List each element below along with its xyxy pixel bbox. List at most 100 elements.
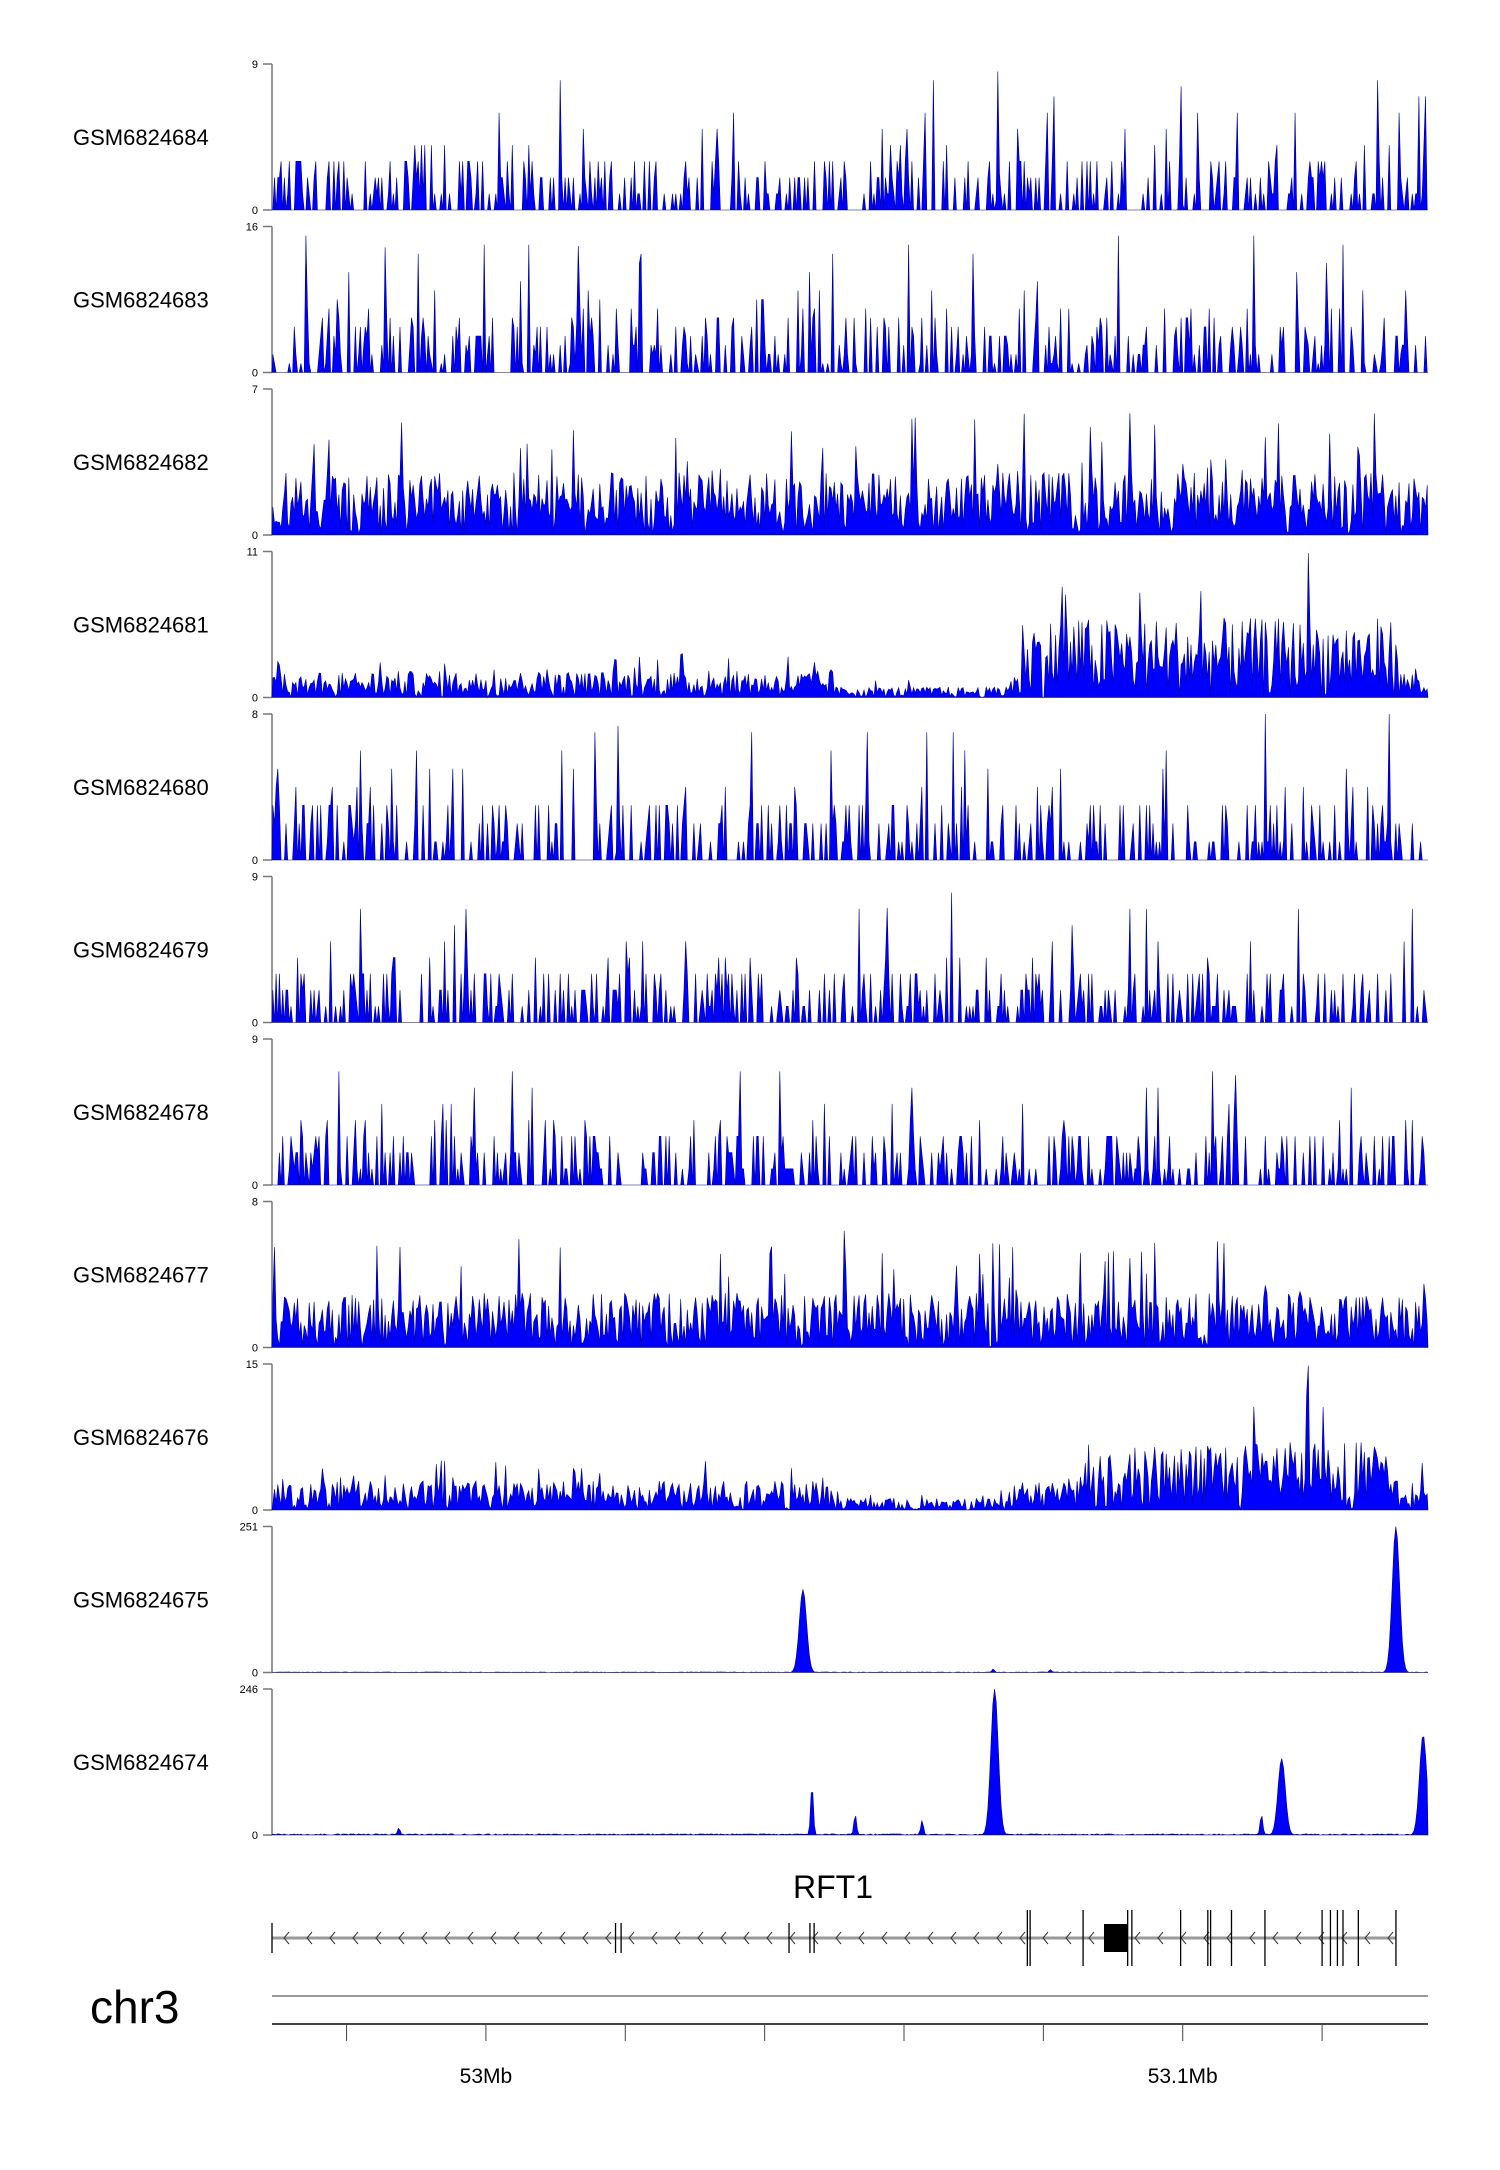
gene-model-RFT1 (271, 1910, 1397, 1966)
track-GSM6824678 (263, 1038, 1428, 1186)
track-label: GSM6824679 (73, 938, 209, 963)
signal-area-GSM6824674 (271, 1688, 1429, 1836)
chromosome-label: chr3 (90, 1981, 179, 2033)
y-tick-label-min: 0 (252, 368, 258, 380)
strand-arrow (720, 1931, 727, 1945)
strand-arrow (605, 1931, 612, 1945)
strand-arrow (996, 1931, 1003, 1945)
strand-arrow (467, 1931, 474, 1945)
strand-arrow (743, 1931, 750, 1945)
y-tick-label-min: 0 (252, 693, 258, 705)
track-label: GSM6824676 (73, 1425, 209, 1450)
signal-area-GSM6824675 (271, 1526, 1429, 1673)
track-GSM6824679 (263, 875, 1428, 1024)
strand-arrow (1249, 1931, 1256, 1945)
track-GSM6824682 (263, 388, 1429, 536)
track-GSM6824680 (263, 713, 1428, 861)
y-tick-label-min: 0 (252, 1505, 258, 1517)
strand-arrow (973, 1931, 980, 1945)
strand-arrow (421, 1931, 428, 1945)
signal-area-GSM6824680 (271, 713, 1428, 861)
strand-arrow (1019, 1931, 1026, 1945)
strand-arrow (651, 1931, 658, 1945)
track-label: GSM6824674 (73, 1750, 209, 1775)
strand-arrow (329, 1931, 336, 1945)
signal-area-GSM6824679 (271, 892, 1428, 1023)
strand-arrow (1042, 1931, 1049, 1945)
y-tick-label-max: 9 (252, 59, 258, 71)
strand-arrow (444, 1931, 451, 1945)
track-label: GSM6824683 (73, 288, 209, 313)
strand-arrow (306, 1931, 313, 1945)
y-tick-label-min: 0 (252, 1668, 258, 1680)
strand-arrow (536, 1931, 543, 1945)
strand-arrow (927, 1931, 934, 1945)
strand-arrow (582, 1931, 589, 1945)
strand-arrow (1387, 1931, 1394, 1945)
track-label: GSM6824677 (73, 1263, 209, 1288)
y-tick-label-max: 8 (252, 709, 258, 721)
signal-area-GSM6824683 (271, 235, 1428, 373)
y-tick-label-min: 0 (252, 1343, 258, 1355)
track-label: GSM6824680 (73, 775, 209, 800)
strand-arrow (789, 1931, 796, 1945)
strand-arrow (1088, 1931, 1095, 1945)
track-label: GSM6824681 (73, 613, 209, 638)
track-label: GSM6824678 (73, 1100, 209, 1125)
strand-arrow (812, 1931, 819, 1945)
y-tick-label-max: 11 (247, 547, 258, 559)
y-tick-label-max: 8 (252, 1197, 258, 1209)
y-tick-label-min: 0 (252, 1180, 258, 1192)
y-tick-label-max: 9 (252, 872, 258, 884)
track-GSM6824675 (263, 1525, 1429, 1674)
signal-area-GSM6824682 (271, 413, 1429, 536)
track-GSM6824684 (263, 63, 1428, 211)
x-tick-label: 53Mb (460, 2065, 513, 2088)
signal-area-GSM6824676 (271, 1365, 1429, 1511)
track-GSM6824676 (263, 1363, 1429, 1511)
track-label: GSM6824682 (73, 450, 209, 475)
y-tick-label-max: 9 (252, 1034, 258, 1046)
strand-arrow (375, 1931, 382, 1945)
y-tick-label-min: 0 (252, 530, 258, 542)
strand-arrow (766, 1931, 773, 1945)
strand-arrow (1065, 1931, 1072, 1945)
strand-arrow (1226, 1931, 1233, 1945)
y-tick-label-min: 0 (252, 1830, 258, 1842)
strand-arrow (835, 1931, 842, 1945)
strand-arrow (1341, 1931, 1348, 1945)
track-label: GSM6824684 (73, 125, 209, 150)
y-tick-label-min: 0 (252, 1018, 258, 1030)
strand-arrow (283, 1931, 290, 1945)
signal-area-GSM6824681 (271, 553, 1429, 699)
y-tick-label-max: 15 (246, 1359, 258, 1371)
strand-arrow (628, 1931, 635, 1945)
signal-area-GSM6824678 (272, 1071, 1428, 1186)
strand-arrow (1295, 1931, 1302, 1945)
coding-exon-block (1103, 1924, 1128, 1952)
gene-name-label: RFT1 (793, 1869, 873, 1905)
signal-area-GSM6824684 (272, 71, 1428, 211)
y-tick-label-min: 0 (252, 205, 258, 217)
strand-arrow (858, 1931, 865, 1945)
strand-arrow (1157, 1931, 1164, 1945)
track-GSM6824683 (263, 225, 1428, 374)
y-tick-label-min: 0 (252, 855, 258, 867)
strand-arrow (674, 1931, 681, 1945)
strand-arrow (697, 1931, 704, 1945)
y-tick-label-max: 16 (246, 222, 258, 234)
strand-arrow (490, 1931, 497, 1945)
x-tick-label: 53.1Mb (1148, 2065, 1218, 2088)
track-GSM6824681 (263, 550, 1429, 699)
y-tick-label-max: 246 (240, 1684, 258, 1696)
track-GSM6824674 (263, 1688, 1429, 1836)
strand-arrow (1364, 1931, 1371, 1945)
track-GSM6824677 (263, 1200, 1429, 1349)
signal-area-GSM6824677 (271, 1230, 1429, 1348)
track-label: GSM6824675 (73, 1588, 209, 1613)
strand-arrow (950, 1931, 957, 1945)
strand-arrow (559, 1931, 566, 1945)
strand-arrow (398, 1931, 405, 1945)
strand-arrow (1134, 1931, 1141, 1945)
